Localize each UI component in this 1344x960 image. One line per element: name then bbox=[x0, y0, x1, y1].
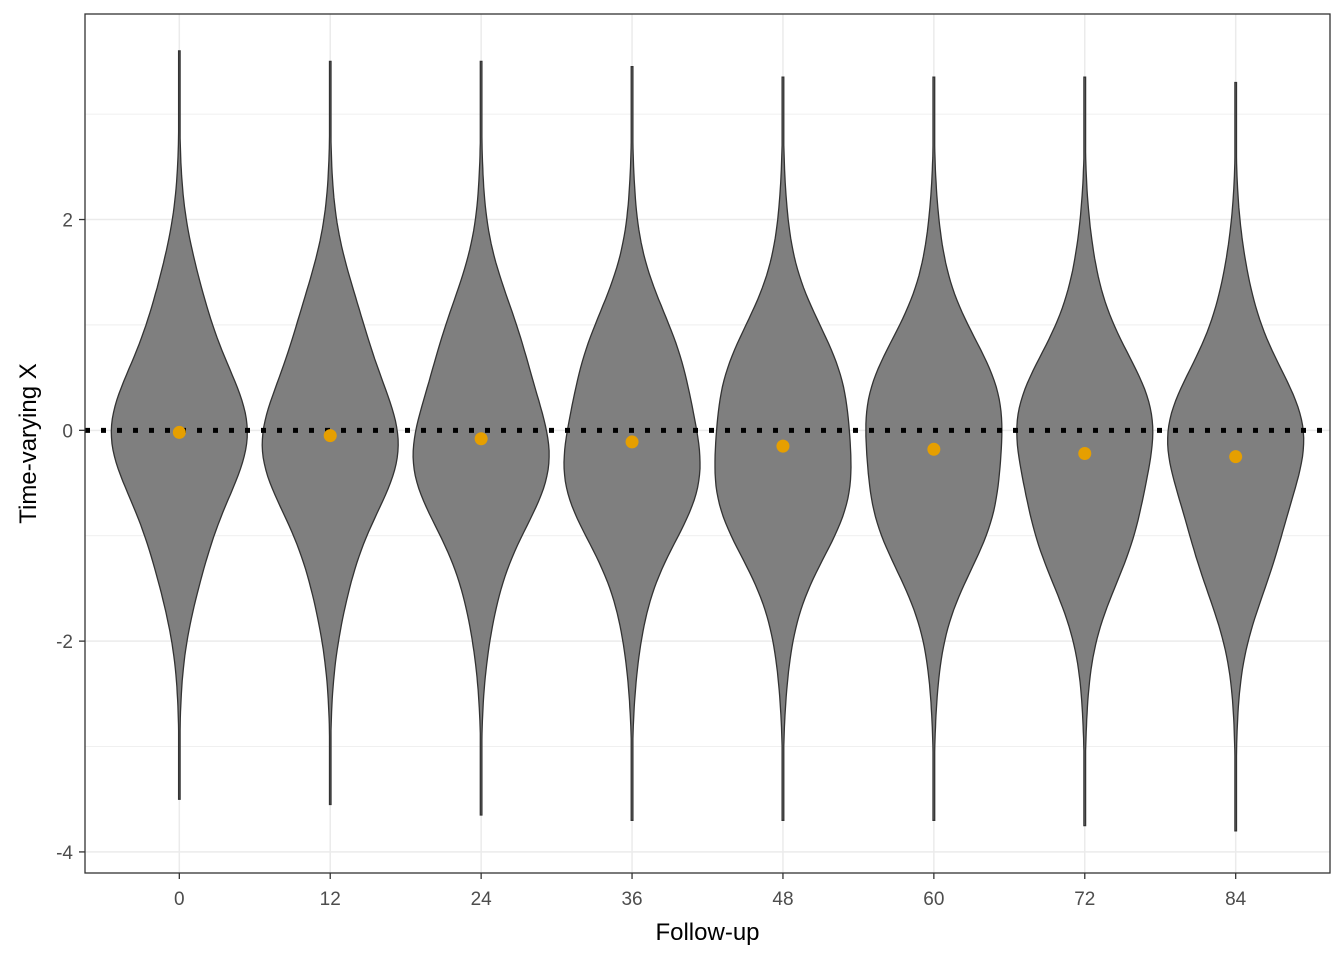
x-tick-label: 84 bbox=[1225, 889, 1247, 910]
y-tick-label: 2 bbox=[62, 211, 73, 232]
x-tick-label: 60 bbox=[923, 889, 944, 910]
mean-point-48 bbox=[776, 439, 790, 453]
axes: -4 -2 0 2 0 12 24 36 48 60 72 84 bbox=[56, 211, 1247, 910]
mean-point-72 bbox=[1078, 447, 1092, 461]
x-tick-label: 12 bbox=[320, 889, 341, 910]
mean-point-24 bbox=[474, 432, 488, 446]
mean-point-60 bbox=[927, 442, 941, 456]
mean-point-36 bbox=[625, 435, 639, 449]
y-tick-label: 0 bbox=[62, 421, 73, 442]
y-axis-title: Time-varying X bbox=[15, 363, 42, 523]
x-tick-label: 0 bbox=[174, 889, 185, 910]
mean-point-84 bbox=[1229, 450, 1243, 464]
x-tick-label: 36 bbox=[621, 889, 642, 910]
y-tick-label: -4 bbox=[56, 843, 73, 864]
mean-point-12 bbox=[323, 429, 337, 443]
x-tick-label: 48 bbox=[772, 889, 793, 910]
violin-0 bbox=[110, 50, 248, 800]
violins bbox=[110, 50, 1305, 832]
panel-border bbox=[84, 13, 1331, 874]
x-tick-label: 24 bbox=[471, 889, 493, 910]
y-tick-label: -2 bbox=[56, 632, 73, 653]
mean-point-0 bbox=[172, 425, 186, 439]
mean-points bbox=[172, 425, 1243, 464]
x-axis-title: Follow-up bbox=[655, 919, 759, 946]
x-tick-label: 72 bbox=[1074, 889, 1095, 910]
